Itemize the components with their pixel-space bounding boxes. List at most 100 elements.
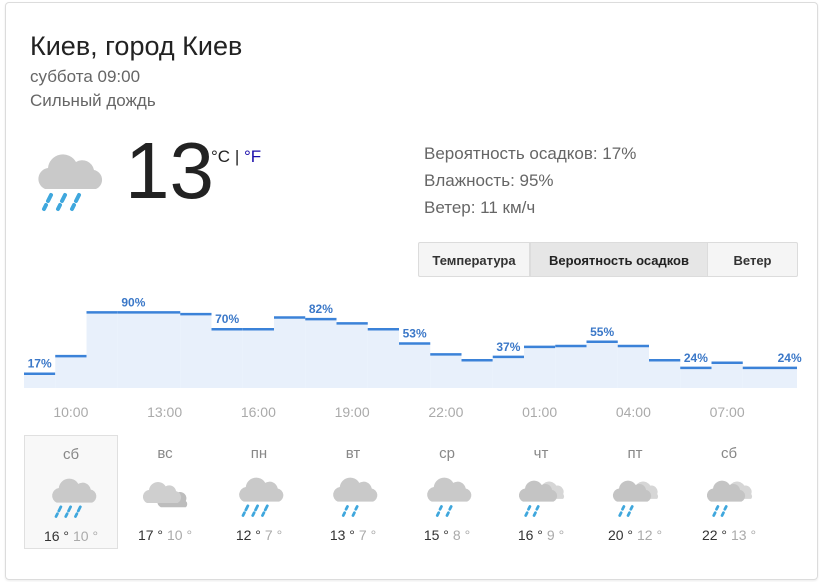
precip-label: 24% [684,351,708,365]
day-icon [47,470,97,520]
day-temps: 22 ° 13 ° [682,527,776,543]
precip-bar [180,314,212,388]
day-icon [516,469,566,519]
high: 17 ° [137,527,163,543]
day[interactable]: чт 16 ° 9 ° [494,435,588,549]
precip-bar [24,373,56,388]
high: 16 ° [43,528,69,544]
precip-bar [242,329,274,388]
low: 7 ° [264,527,283,543]
detail: Ветер: 11 км/ч [424,198,536,217]
weather-card: Киев, город Киев суббота 09:00 Сильный д… [5,2,818,580]
unit-celsius[interactable]: °C [211,147,231,166]
day[interactable]: вс 17 ° 10 ° [118,435,212,549]
precip-bar [461,360,493,388]
tab[interactable]: Температура [418,242,530,277]
day[interactable]: сб 22 ° 13 ° [682,435,776,549]
precip-label: 82% [309,302,333,316]
hour-label: 04:00 [616,404,651,420]
precip-label: 90% [121,295,145,309]
day[interactable]: пт 20 ° 12 ° [588,435,682,549]
high: 22 ° [701,527,727,543]
high: 15 ° [423,527,449,543]
low: 12 ° [637,527,663,543]
detail: Вероятность осадков: 17% [424,144,637,163]
day[interactable]: ср 15 ° 8 ° [400,435,494,549]
precip-label: 24% [778,351,802,365]
precip-bar [555,346,587,388]
day-temps: 15 ° 8 ° [400,527,494,543]
day-temps: 16 ° 9 ° [494,527,588,543]
day-temps: 13 ° 7 ° [306,527,400,543]
precip-bar [492,356,524,388]
unit-fahrenheit[interactable]: °F [243,147,262,166]
low: 7 ° [358,527,377,543]
precip-bar [117,312,149,388]
low: 9 ° [546,527,565,543]
hour-label: 01:00 [522,404,557,420]
precip-bar [774,367,797,388]
day-icon [328,469,378,519]
day-icon [422,469,472,519]
day-name: вс [157,445,173,462]
day[interactable]: пн 12 ° 7 ° [212,435,306,549]
precip-bar [430,354,462,388]
precip-bar [524,346,556,388]
precip-label: 55% [590,325,614,339]
precip-label: 17% [28,357,52,371]
day-name: пт [627,445,643,462]
hour-label: 16:00 [241,404,276,420]
precip-bar [399,343,431,388]
day-icon [140,469,190,519]
day-name: сб [62,446,80,463]
precip-bar [711,362,743,388]
day-temps: 17 ° 10 ° [118,527,212,543]
precip-bar [649,360,681,388]
hour-label: 22:00 [428,404,463,420]
low: 8 ° [452,527,471,543]
current-temperature: 13 [125,126,214,215]
day-name: пн [250,445,268,462]
hour-label: 13:00 [147,404,182,420]
day-icon [610,469,660,519]
tab[interactable]: Вероятность осадков [530,242,708,277]
high: 13 ° [329,527,355,543]
precip-bar [742,367,774,388]
tab[interactable]: Ветер [707,242,798,277]
day[interactable]: сб 16 ° 10 ° [24,435,118,549]
precip-bar [211,329,243,388]
day-icon [704,469,754,519]
precip-bar [586,341,618,388]
day-name: ср [439,445,455,462]
low: 10 ° [73,528,99,544]
precip-bar [617,346,649,388]
location: Киев, город Киев [30,31,243,61]
detail: Влажность: 95% [424,171,554,190]
precip-bar [149,312,181,388]
precip-bar [336,323,368,388]
day-name: чт [533,445,549,462]
day-temps: 20 ° 12 ° [588,527,682,543]
high: 20 ° [607,527,633,543]
low: 13 ° [731,527,757,543]
hour-label: 07:00 [710,404,745,420]
precip-label: 37% [496,340,520,354]
high: 12 ° [235,527,261,543]
precip-label: 53% [403,326,427,340]
day-temps: 12 ° 7 ° [212,527,306,543]
precip-bar [305,319,337,388]
precip-label: 70% [215,312,239,326]
precip-bar [680,367,712,388]
day[interactable]: вт 13 ° 7 ° [306,435,400,549]
condition: Сильный дождь [30,91,156,110]
precip-bar [367,329,399,388]
day-temps: 16 ° 10 ° [25,528,117,544]
hour-label: 10:00 [53,404,88,420]
precip-bar [86,312,118,388]
low: 10 ° [167,527,193,543]
precip-bar [274,317,306,388]
day-name: сб [720,445,738,462]
time: суббота 09:00 [30,67,141,86]
unit-separator: | [234,147,240,166]
